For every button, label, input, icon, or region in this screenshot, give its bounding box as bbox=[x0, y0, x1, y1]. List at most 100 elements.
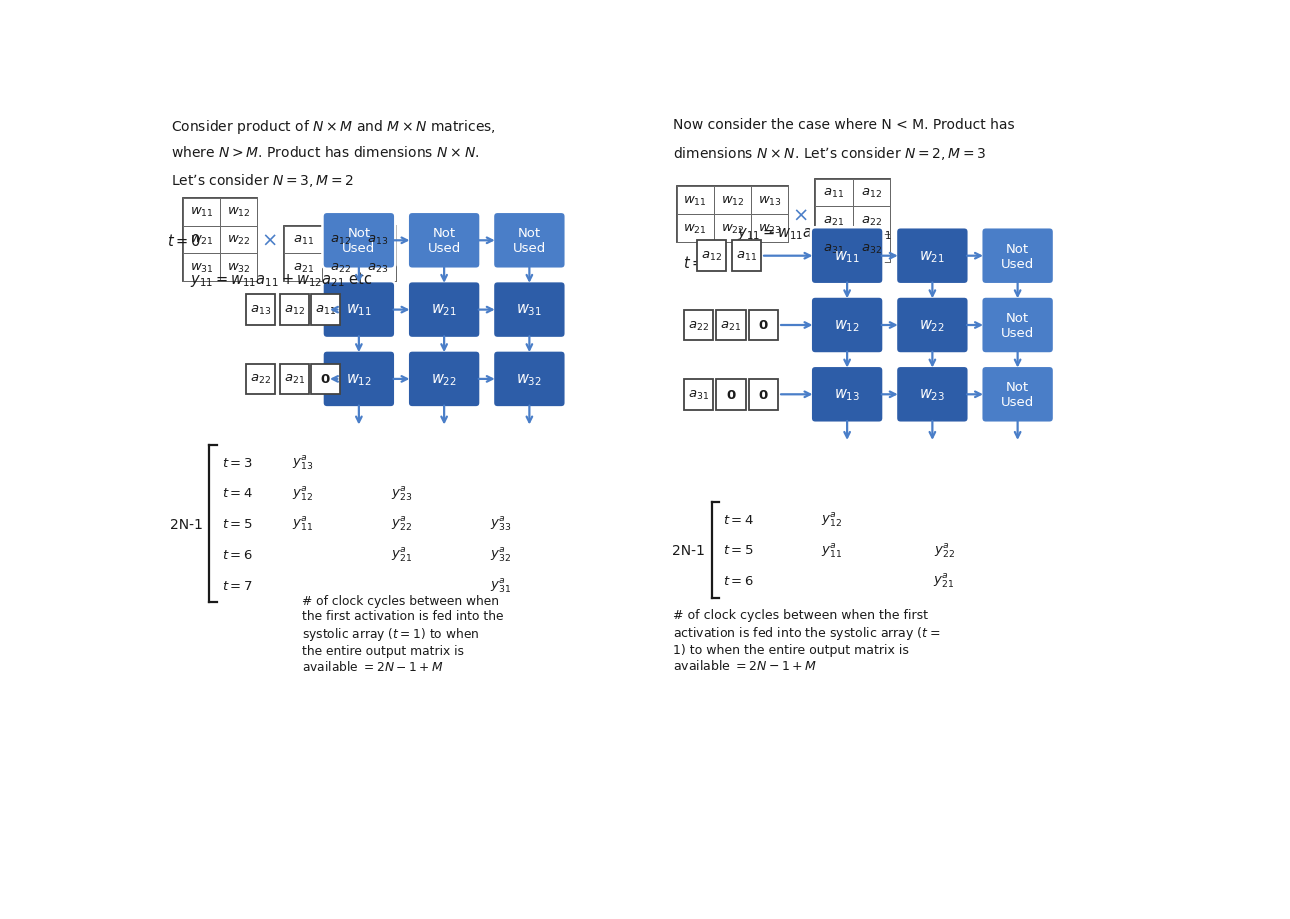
Text: $w_{21}$: $w_{21}$ bbox=[920, 248, 946, 265]
Bar bbox=[853, 235, 890, 263]
Text: $y_{13}^{a}$: $y_{13}^{a}$ bbox=[292, 454, 313, 471]
Bar bbox=[221, 199, 257, 226]
Text: $w_{32}$: $w_{32}$ bbox=[516, 371, 542, 387]
Bar bbox=[221, 226, 257, 255]
Bar bbox=[716, 311, 746, 341]
Text: $w_{31}$: $w_{31}$ bbox=[190, 261, 213, 275]
Text: $y_{32}^{a}$: $y_{32}^{a}$ bbox=[490, 546, 511, 563]
Bar bbox=[751, 215, 788, 243]
Text: $t = 6$: $t = 6$ bbox=[222, 549, 253, 562]
Bar bbox=[748, 380, 778, 410]
Bar bbox=[311, 364, 341, 395]
Text: $a_{13}$: $a_{13}$ bbox=[366, 233, 388, 247]
Bar bbox=[280, 364, 310, 395]
Text: $y_{22}^{a}$: $y_{22}^{a}$ bbox=[391, 516, 412, 533]
FancyBboxPatch shape bbox=[322, 212, 395, 269]
Text: $\mathbf{0}$: $\mathbf{0}$ bbox=[725, 389, 737, 402]
Text: $y_{11}^{a}$: $y_{11}^{a}$ bbox=[822, 541, 842, 559]
Text: $a_{13}$: $a_{13}$ bbox=[250, 303, 271, 317]
Text: $w_{11}$: $w_{11}$ bbox=[346, 302, 372, 318]
FancyBboxPatch shape bbox=[408, 351, 481, 408]
Text: $a_{31}$: $a_{31}$ bbox=[688, 389, 708, 402]
Text: $a_{11}$: $a_{11}$ bbox=[315, 303, 337, 317]
Text: $t = 4$: $t = 4$ bbox=[724, 513, 755, 526]
Bar bbox=[183, 199, 257, 282]
Text: $\mathbf{0}$: $\mathbf{0}$ bbox=[759, 389, 769, 402]
Text: $\times$: $\times$ bbox=[261, 231, 277, 250]
Text: $a_{21}$: $a_{21}$ bbox=[720, 319, 742, 332]
Bar bbox=[321, 255, 359, 282]
Text: Not
Used: Not Used bbox=[342, 227, 375, 255]
Bar bbox=[815, 207, 853, 235]
Text: $a_{22}$: $a_{22}$ bbox=[330, 261, 351, 275]
Text: $t = 7$: $t = 7$ bbox=[222, 579, 253, 592]
FancyBboxPatch shape bbox=[810, 367, 884, 424]
Text: $w_{21}$: $w_{21}$ bbox=[431, 302, 457, 318]
FancyBboxPatch shape bbox=[897, 297, 969, 354]
Text: $a_{21}$: $a_{21}$ bbox=[293, 261, 313, 275]
Bar bbox=[183, 226, 221, 255]
Text: $w_{11}$: $w_{11}$ bbox=[190, 206, 213, 219]
Bar bbox=[359, 255, 396, 282]
Text: $w_{22}$: $w_{22}$ bbox=[721, 222, 744, 235]
Text: Not
Used: Not Used bbox=[1001, 380, 1035, 409]
Text: $a_{11}$: $a_{11}$ bbox=[735, 250, 757, 263]
Text: $a_{31}$: $a_{31}$ bbox=[823, 243, 845, 255]
Text: $w_{23}$: $w_{23}$ bbox=[757, 222, 782, 235]
Text: $t = 4$: $t = 4$ bbox=[222, 487, 253, 500]
Text: $w_{31}$: $w_{31}$ bbox=[516, 302, 542, 318]
Text: $w_{21}$: $w_{21}$ bbox=[684, 222, 707, 235]
FancyBboxPatch shape bbox=[322, 282, 395, 339]
Text: $a_{21}$: $a_{21}$ bbox=[284, 373, 304, 386]
Text: $w_{13}$: $w_{13}$ bbox=[757, 195, 782, 208]
Text: $y_{31}^{a}$: $y_{31}^{a}$ bbox=[490, 577, 511, 595]
Text: $w_{22}$: $w_{22}$ bbox=[920, 318, 946, 334]
Text: $a_{22}$: $a_{22}$ bbox=[688, 319, 708, 332]
Text: # of clock cycles between when the first
activation is fed into the systolic arr: # of clock cycles between when the first… bbox=[673, 608, 940, 672]
Text: Consider product of $N \times M$ and $M \times N$ matrices,: Consider product of $N \times M$ and $M … bbox=[172, 118, 497, 136]
Text: $a_{32}$: $a_{32}$ bbox=[860, 243, 881, 255]
Text: $a_{21}$: $a_{21}$ bbox=[823, 214, 845, 228]
FancyBboxPatch shape bbox=[810, 297, 884, 354]
FancyBboxPatch shape bbox=[982, 297, 1054, 354]
Bar bbox=[245, 295, 275, 325]
Bar bbox=[321, 226, 359, 255]
Text: $t = 0$: $t = 0$ bbox=[682, 255, 717, 270]
FancyBboxPatch shape bbox=[408, 212, 481, 269]
Text: where $N > M$. Product has dimensions $N \times N$.: where $N > M$. Product has dimensions $N… bbox=[172, 145, 480, 160]
Bar bbox=[815, 235, 853, 263]
Text: $w_{21}$: $w_{21}$ bbox=[190, 233, 213, 247]
Text: $t = 6$: $t = 6$ bbox=[724, 574, 755, 587]
Text: $w_{13}$: $w_{13}$ bbox=[835, 387, 860, 403]
Text: $w_{23}$: $w_{23}$ bbox=[920, 387, 946, 403]
Bar bbox=[751, 187, 788, 215]
FancyBboxPatch shape bbox=[810, 228, 884, 285]
Text: Not
Used: Not Used bbox=[512, 227, 546, 255]
Bar bbox=[697, 241, 726, 272]
Text: $t = 5$: $t = 5$ bbox=[222, 517, 253, 530]
Text: $w_{12}$: $w_{12}$ bbox=[346, 371, 372, 387]
FancyBboxPatch shape bbox=[493, 212, 566, 269]
Text: $a_{22}$: $a_{22}$ bbox=[250, 373, 271, 386]
FancyBboxPatch shape bbox=[982, 228, 1054, 285]
Bar bbox=[677, 215, 713, 243]
Bar bbox=[183, 199, 221, 226]
Bar bbox=[716, 380, 746, 410]
Bar bbox=[311, 295, 341, 325]
FancyBboxPatch shape bbox=[322, 351, 395, 408]
Bar bbox=[183, 255, 221, 282]
Bar bbox=[713, 187, 751, 215]
Text: $w_{11}$: $w_{11}$ bbox=[835, 248, 860, 265]
Text: $w_{11}$: $w_{11}$ bbox=[684, 195, 707, 208]
Text: $y_{23}^{a}$: $y_{23}^{a}$ bbox=[391, 484, 412, 502]
Text: $y_{21}^{a}$: $y_{21}^{a}$ bbox=[391, 546, 412, 563]
FancyBboxPatch shape bbox=[408, 282, 481, 339]
Bar bbox=[280, 295, 310, 325]
Text: 2N-1: 2N-1 bbox=[170, 517, 204, 531]
Bar bbox=[684, 380, 713, 410]
Text: $t = 3$: $t = 3$ bbox=[222, 456, 253, 469]
Text: $a_{23}$: $a_{23}$ bbox=[366, 261, 388, 275]
Text: Not
Used: Not Used bbox=[1001, 243, 1035, 270]
Text: $a_{12}$: $a_{12}$ bbox=[700, 250, 722, 263]
Text: Not
Used: Not Used bbox=[1001, 312, 1035, 340]
